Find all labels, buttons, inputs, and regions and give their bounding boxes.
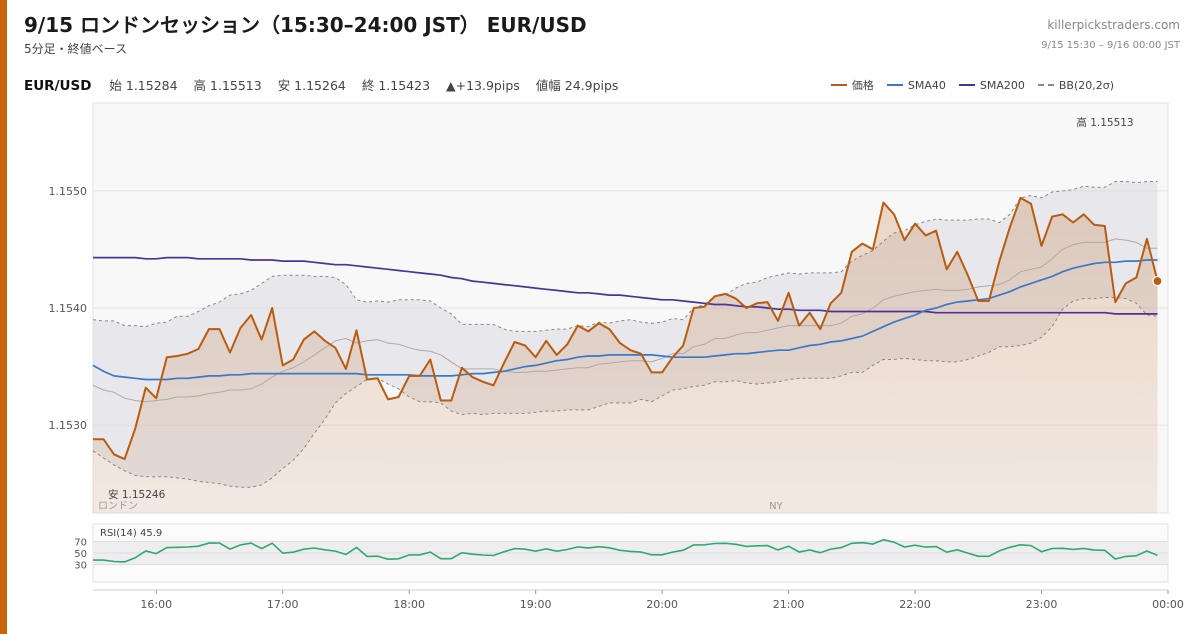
rsi-y-tick-label: 50 — [74, 549, 87, 560]
low-annotation: 安 1.15246 — [108, 488, 166, 501]
bb-lower-line — [92, 297, 1158, 488]
legend-label-price: 価格 — [851, 79, 874, 92]
last-price-dot — [1152, 275, 1163, 287]
sma200-line — [93, 256, 1158, 315]
session-london-label: ロンドン — [98, 501, 138, 512]
high-annotation: 高 1.15513 — [1076, 116, 1133, 129]
stat-close: 終 1.15423 — [361, 78, 431, 93]
legend-item-bb[interactable]: BB(20,2σ) — [1037, 78, 1114, 92]
page-subtitle: 5分足・終値ベース — [24, 42, 128, 56]
y-tick-label: 1.1550 — [49, 185, 88, 198]
x-tick-label: 19:00 — [520, 598, 552, 611]
stat-high: 高 1.15513 — [193, 78, 262, 93]
legend-item-sma200[interactable]: SMA200 — [958, 78, 1025, 92]
x-tick-label: 23:00 — [1026, 598, 1058, 611]
x-tick-label: 00:00 — [1152, 598, 1184, 611]
bb-middle-line — [92, 238, 1158, 403]
rsi-y-tick-label: 30 — [74, 561, 87, 572]
page-title: 9/15 ロンドンセッション（15:30–24:00 JST） EUR/USD — [24, 13, 587, 37]
stat-open: 始 1.15284 — [109, 78, 178, 93]
x-tick-label: 20:00 — [646, 598, 678, 611]
stat-range: 値幅 24.9pips — [535, 78, 619, 93]
y-tick-label: 1.1530 — [49, 419, 88, 432]
x-tick-label: 16:00 — [140, 598, 172, 611]
session-ny-label: NY — [769, 501, 783, 512]
stat-symbol: EUR/USD — [24, 78, 92, 94]
legend-label-bb: BB(20,2σ) — [1058, 78, 1114, 92]
chart-legend: 価格 SMA40 SMA200 BB(20,2σ) — [830, 77, 1114, 93]
legend-swatch-price — [830, 84, 847, 86]
legend-swatch-bb — [1037, 84, 1054, 86]
stat-change: ▲+13.9pips — [446, 78, 520, 93]
x-tick-label: 18:00 — [393, 598, 425, 611]
y-tick-label: 1.1540 — [49, 302, 88, 315]
accent-bar — [0, 0, 7, 634]
legend-label-sma200: SMA200 — [979, 78, 1025, 92]
legend-item-sma40[interactable]: SMA40 — [886, 78, 946, 92]
rsi-line — [93, 538, 1158, 563]
legend-label-sma40: SMA40 — [907, 78, 946, 92]
site-name: killerpickstraders.com — [1047, 18, 1180, 32]
price-line — [93, 196, 1159, 461]
legend-item-price[interactable]: 価格 — [830, 77, 874, 93]
x-tick-label: 21:00 — [773, 598, 805, 611]
stat-low: 安 1.15264 — [277, 78, 346, 93]
sma40-line — [92, 259, 1158, 381]
rsi-y-tick-label: 70 — [74, 537, 87, 548]
x-tick-label: 22:00 — [899, 598, 931, 611]
stats-bar: EUR/USD 始 1.15284 高 1.15513 安 1.15264 終 … — [24, 75, 630, 94]
legend-swatch-sma40 — [886, 84, 903, 86]
legend-swatch-sma200 — [958, 84, 975, 86]
x-tick-label: 17:00 — [267, 598, 299, 611]
time-range: 9/15 15:30 – 9/16 00:00 JST — [1041, 40, 1180, 51]
rsi-title: RSI(14) 45.9 — [100, 528, 162, 539]
